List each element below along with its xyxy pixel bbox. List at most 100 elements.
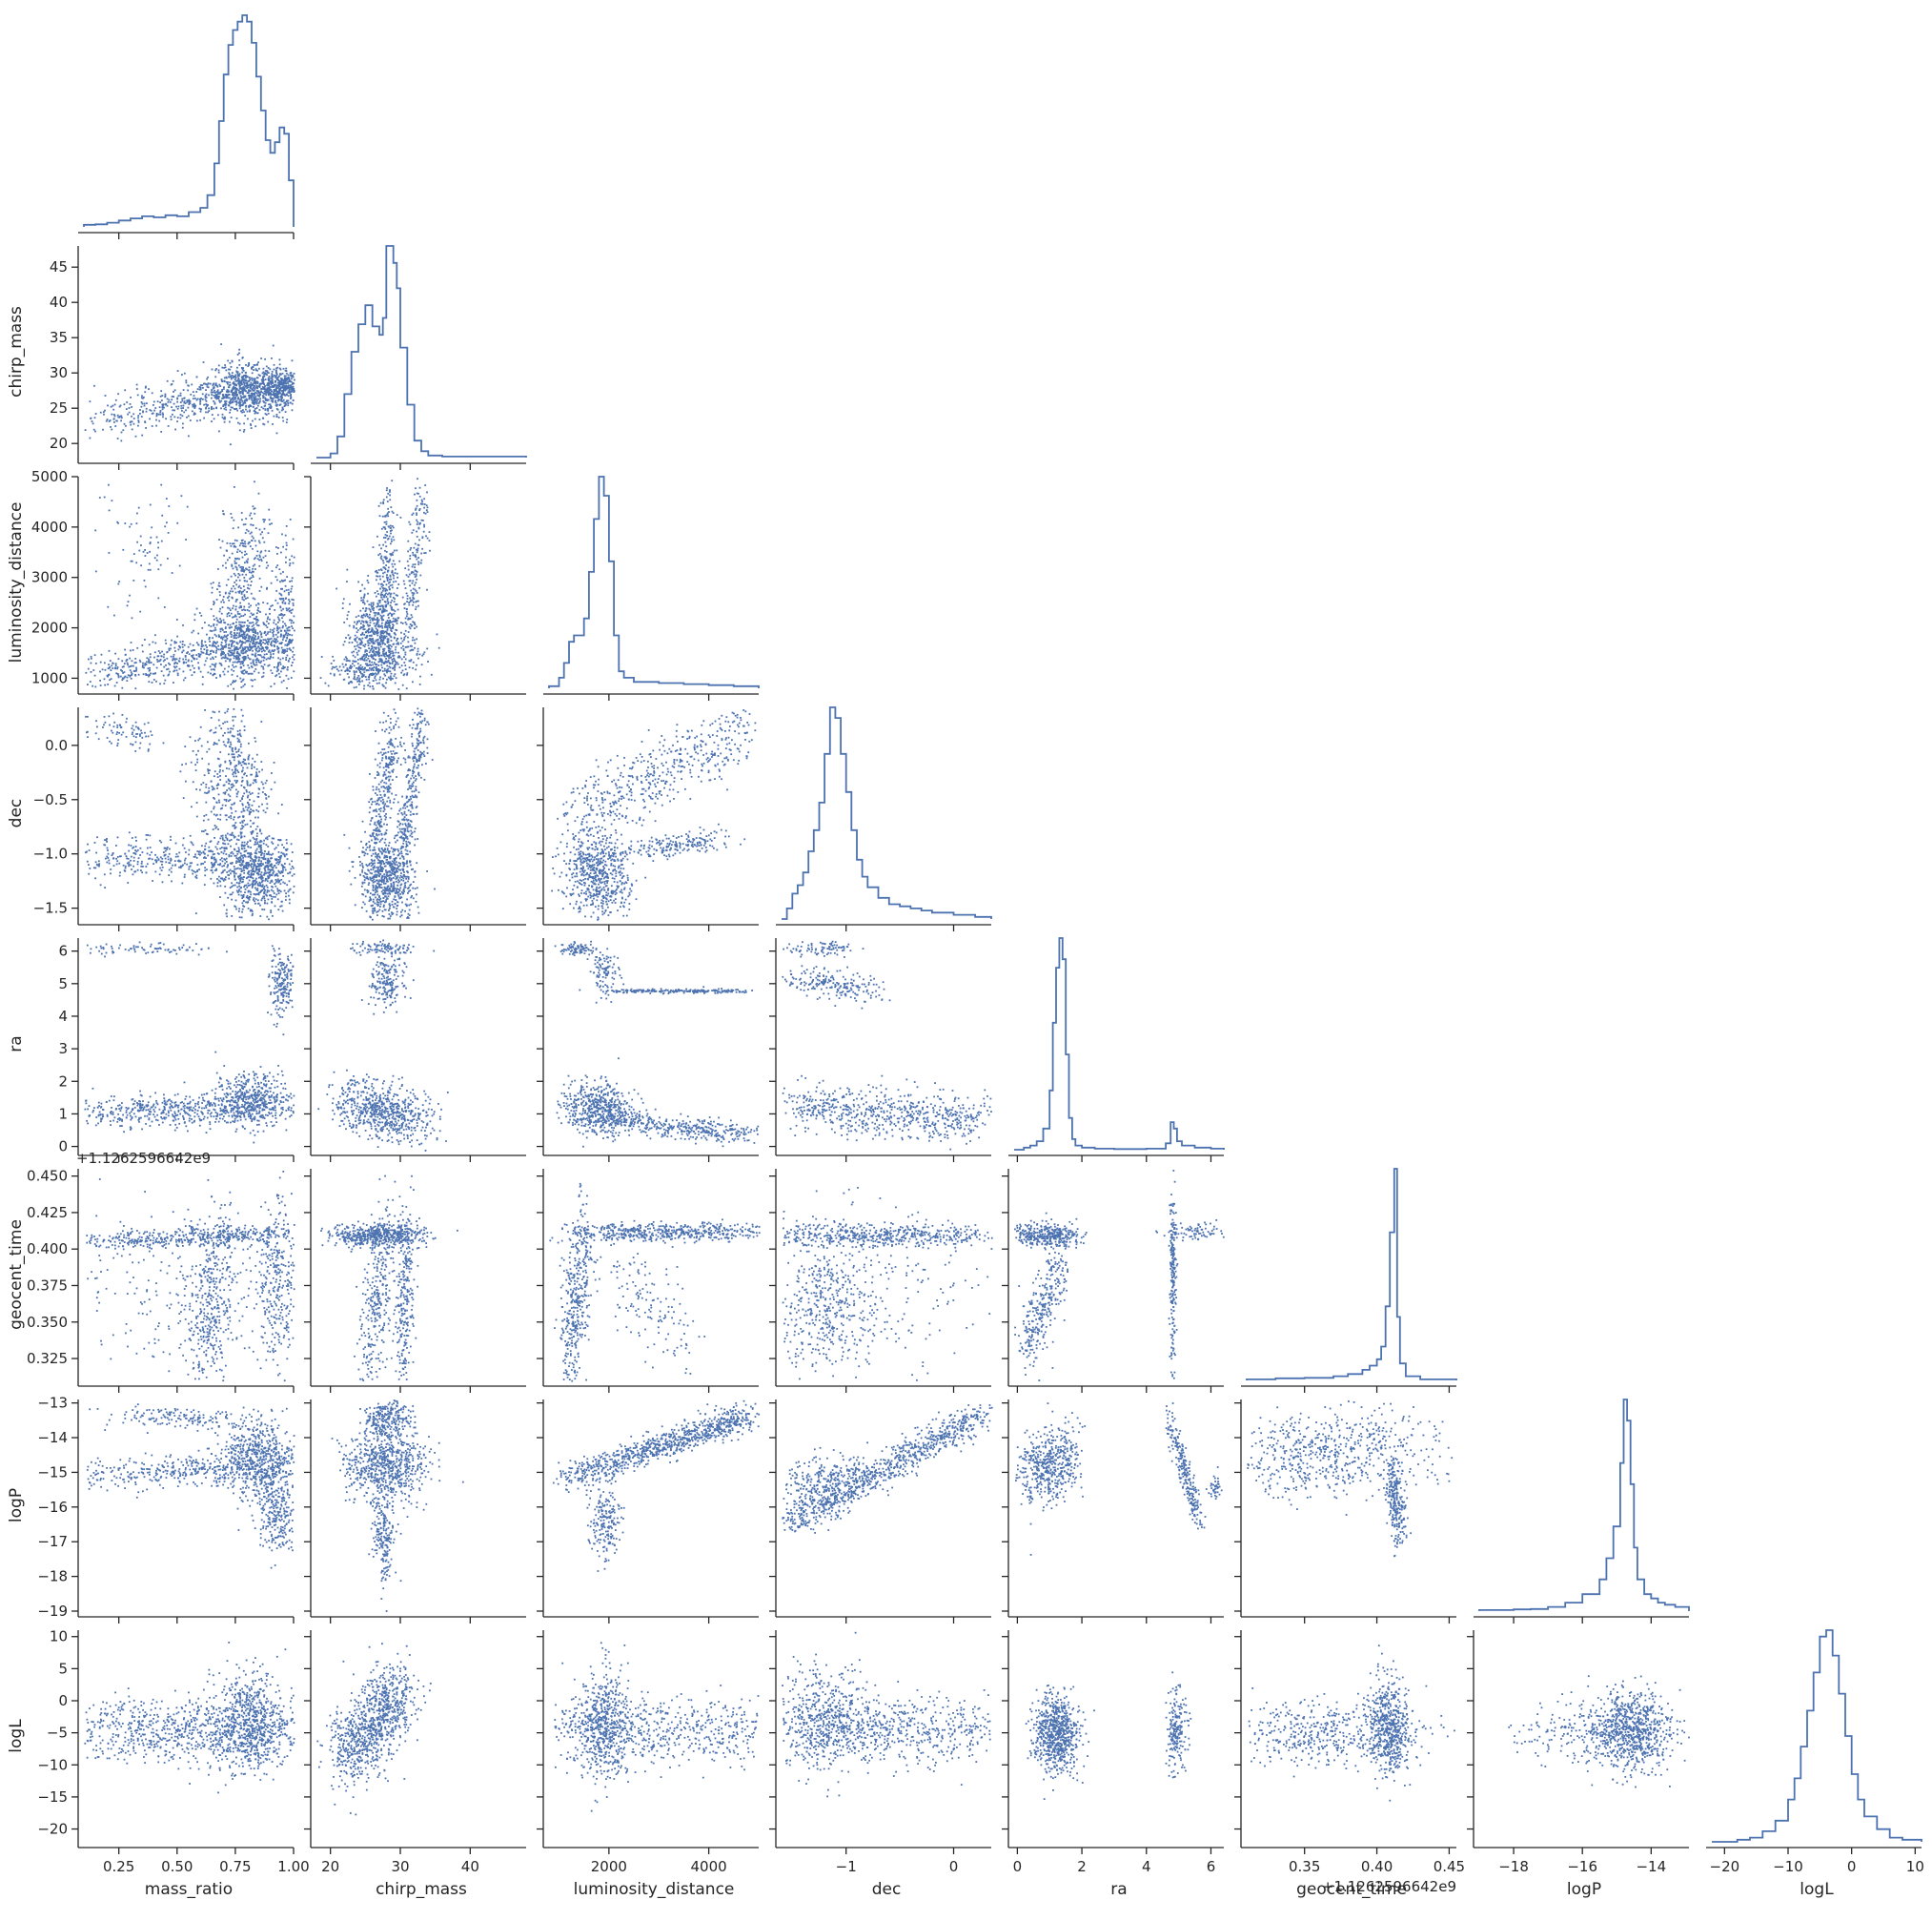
scatter-point (276, 629, 278, 631)
scatter-point (272, 401, 274, 403)
scatter-point (271, 375, 273, 377)
scatter-point (206, 634, 208, 636)
scatter-point (199, 386, 201, 388)
scatter-point (238, 654, 240, 656)
scatter-point (136, 384, 138, 386)
scatter-point (238, 402, 240, 404)
scatter-point (230, 609, 232, 611)
scatter-point (265, 555, 267, 557)
scatter-point (190, 394, 192, 396)
scatter-point (274, 644, 275, 646)
scatter-point (243, 673, 245, 675)
scatter-point (130, 397, 132, 398)
scatter-point (265, 370, 267, 372)
scatter-point (130, 650, 132, 652)
scatter-point (176, 658, 178, 660)
scatter-point (253, 505, 254, 507)
scatter-point (276, 391, 278, 393)
scatter-point (277, 377, 279, 378)
scatter-point (282, 386, 284, 388)
scatter-point (227, 634, 229, 636)
scatter-point (176, 401, 178, 403)
scatter-point (208, 395, 210, 397)
scatter-point (200, 408, 202, 410)
scatter-point (183, 405, 185, 407)
scatter-point (158, 420, 160, 422)
histogram-geocent_time (1247, 1169, 1456, 1380)
scatter-point (268, 651, 270, 653)
scatter-point (229, 421, 231, 423)
scatter-point (231, 417, 233, 419)
scatter-point (254, 400, 256, 402)
scatter-point (265, 399, 267, 401)
scatter-point (251, 397, 253, 398)
scatter-point (214, 392, 216, 394)
scatter-point (239, 398, 241, 400)
scatter-point (173, 380, 174, 382)
scatter-point (153, 404, 154, 406)
scatter-point (160, 431, 162, 433)
scatter-point (93, 429, 95, 431)
scatter-point (197, 643, 199, 645)
scatter-point (219, 591, 221, 593)
scatter-point (214, 418, 215, 419)
scatter-point (264, 664, 266, 665)
scatter-point (251, 593, 253, 595)
scatter-point (262, 647, 264, 649)
scatter-point (253, 369, 254, 371)
scatter-point (252, 622, 254, 623)
scatter-point (92, 420, 93, 422)
scatter-point (255, 386, 257, 388)
scatter-point (183, 412, 185, 414)
scatter-point (293, 603, 295, 604)
scatter-point (251, 665, 253, 667)
scatter-point (102, 668, 104, 670)
scatter-point (152, 392, 153, 394)
scatter-point (214, 397, 216, 398)
scatter-point (212, 592, 214, 594)
scatter-point (269, 519, 271, 521)
scatter-point (192, 632, 193, 634)
scatter-point (191, 655, 193, 657)
scatter-point (90, 438, 92, 439)
scatter-point (182, 624, 184, 626)
scatter-point (240, 644, 242, 646)
scatter-point (245, 657, 247, 659)
scatter-point (255, 662, 257, 664)
scatter-point (112, 409, 114, 411)
scatter-point (277, 668, 279, 670)
scatter-point (211, 389, 213, 391)
scatter-point (171, 656, 173, 658)
scatter-point (94, 654, 96, 656)
scatter-point (221, 636, 223, 638)
scatter-point (228, 404, 230, 406)
scatter-point (163, 654, 165, 656)
scatter-point (228, 655, 230, 657)
scatter-point (293, 670, 295, 672)
scatter-point (110, 660, 112, 662)
y-axis-label: chirp_mass (7, 306, 26, 398)
scatter-point (272, 371, 274, 373)
scatter-point (164, 680, 166, 682)
scatter-point (255, 642, 257, 643)
scatter-point (286, 373, 288, 375)
scatter-point (267, 633, 269, 635)
scatter-point (286, 400, 288, 402)
scatter-point (233, 670, 234, 672)
scatter-point (202, 398, 204, 400)
scatter-point (186, 417, 188, 419)
scatter-point (221, 645, 223, 647)
scatter-point (253, 406, 254, 408)
scatter-point (256, 550, 258, 552)
scatter-point (182, 659, 184, 661)
scatter-point (252, 673, 254, 675)
scatter-point (246, 399, 248, 401)
scatter-point (235, 378, 237, 379)
scatter-point (143, 667, 145, 669)
scatter-point (237, 371, 239, 373)
scatter-point (214, 664, 216, 666)
scatter-point (279, 581, 281, 582)
scatter-point (134, 674, 136, 676)
scatter-point (277, 385, 279, 387)
